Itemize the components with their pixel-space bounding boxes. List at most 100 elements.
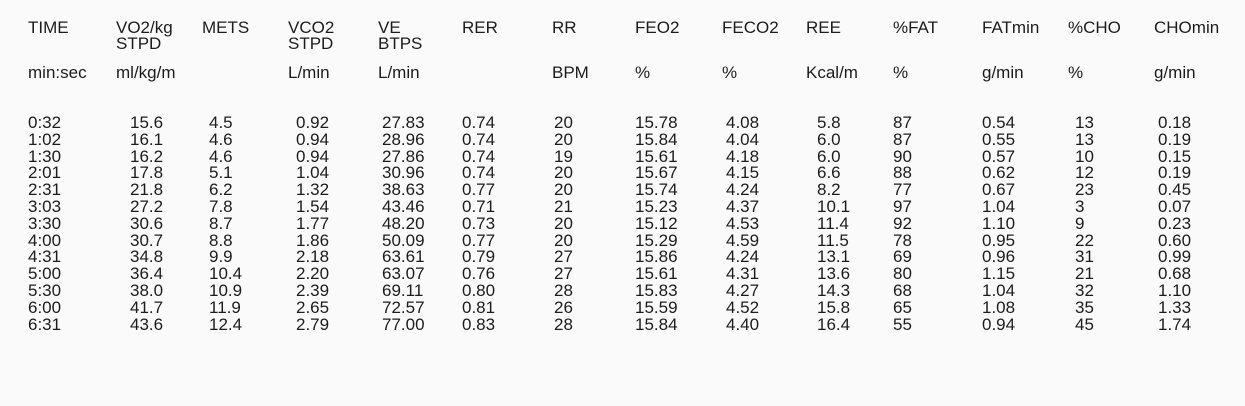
col-header-feo2: FEO2 [635, 18, 680, 37]
table-cell: 9 [1075, 213, 1085, 233]
table-cell: 4.52 [726, 297, 760, 317]
col-unit: ml/kg/m [116, 63, 176, 82]
table-cell: 11.4 [817, 213, 849, 233]
table-cell: 0.19 [1158, 129, 1192, 149]
table-cell: 4.53 [726, 213, 760, 233]
table-cell: 28 [554, 281, 573, 300]
table-cell: 21 [1075, 264, 1094, 284]
col-header-name: %CHO [1068, 18, 1121, 37]
table-row: 0:32 15.6 4.5 0.92 27.83 0.74 20 15.78 4.08 5.8 87… [0, 114, 1245, 131]
table-cell: 17.8 [130, 163, 164, 183]
table-cell: 15.67 [635, 163, 678, 183]
table-cell: 15.84 [635, 129, 678, 149]
table-cell: 15.86 [635, 247, 678, 267]
table-cell: 28.96 [382, 129, 425, 149]
table-cell: 4.24 [726, 180, 760, 200]
col-unit: L/min [378, 63, 420, 82]
col-header-name: VO2/kg [116, 18, 173, 37]
col-header-chomin: CHOmin [1154, 18, 1220, 37]
table-cell: 4.6 [209, 129, 233, 149]
table-cell: 45 [1075, 314, 1094, 334]
table-cell: 8.8 [209, 230, 233, 250]
table-cell: 1.04 [982, 197, 1016, 216]
table-cell: 9.9 [209, 247, 233, 267]
table-cell: 3:03 [28, 197, 62, 216]
table-cell: 1.32 [296, 180, 330, 200]
col-header-feco2: FECO2 [722, 19, 779, 36]
table-cell: 68 [893, 281, 912, 300]
table-row: 5:30 38.0 10.9 2.39 69.11 0.80 28 15.83 4.27 14.3… [0, 282, 1245, 299]
table-cell: 0:32 [28, 113, 62, 132]
table-cell: 0.71 [462, 197, 496, 216]
table-cell: 43.46 [382, 197, 425, 216]
col-header-name: FATmin [982, 18, 1040, 37]
table-row: 1:02 16.1 4.6 0.94 28.96 0.74 20 15.84 4.04 6.0 87… [0, 131, 1245, 148]
table-cell: 2.18 [296, 247, 330, 267]
table-cell: 0.55 [982, 129, 1016, 149]
table-cell: 27.86 [382, 146, 425, 166]
table-cell: 16.4 [817, 314, 851, 334]
table-cell: 13 [1075, 129, 1094, 149]
col-header-rer: RER [462, 19, 498, 36]
table-cell: 6:00 [28, 297, 62, 317]
table-cell: 27.83 [382, 113, 425, 132]
table-cell: 13.1 [817, 247, 851, 267]
table-cell: 1.77 [296, 213, 330, 233]
table-cell: 36.4 [130, 264, 164, 284]
table-cell: 7.8 [209, 197, 233, 216]
table-cell: 15.23 [635, 197, 678, 216]
table-row: 3:30 30.6 8.7 1.77 48.20 0.73 20 15.12 4.53 11.4 9… [0, 215, 1245, 232]
table-row: 2:01 17.8 5.1 1.04 30.96 0.74 20 15.67 4.15 6.6 88… [0, 164, 1245, 181]
col-header-name: %FAT [893, 18, 939, 37]
col-unit: % [1068, 63, 1084, 82]
col-header-name: FEO2 [635, 18, 680, 37]
table-cell: 6:31 [28, 314, 62, 334]
table-cell: 13.6 [817, 264, 851, 284]
table-cell: 4.04 [726, 129, 760, 149]
col-unit: BPM [552, 63, 589, 82]
col-unit: g/min [1154, 63, 1196, 82]
table-cell: 92 [893, 213, 912, 233]
table-cell: 15.61 [635, 146, 678, 166]
table-cell: 30.7 [130, 230, 164, 250]
col-header-name: RR [552, 18, 577, 37]
table-cell: 20 [554, 230, 573, 250]
table-cell: 10.1 [817, 197, 851, 216]
col-header-ree: REE [806, 19, 841, 36]
table-cell: 20 [554, 180, 573, 200]
table-cell: 10 [1075, 146, 1094, 166]
table-cell: 4.08 [726, 113, 760, 132]
table-cell: 0.94 [296, 129, 330, 149]
table-cell: 4.40 [726, 314, 760, 334]
table-cell: 30.6 [130, 213, 164, 233]
table-row: 6:31 43.6 12.4 2.79 77.00 0.83 28 15.84 4.40 16.4… [0, 316, 1245, 333]
table-cell: 77.00 [382, 314, 425, 334]
table-cell: 15.8 [817, 297, 851, 317]
table-cell: 15.84 [635, 314, 678, 334]
table-cell: 8.7 [209, 213, 233, 233]
table-cell: 21 [554, 197, 573, 216]
table-cell: 88 [893, 163, 912, 183]
table-cell: 10.9 [209, 281, 243, 300]
table-cell: 1.10 [982, 213, 1016, 233]
table-cell: 4.24 [726, 247, 760, 267]
table-cell: 4:00 [28, 230, 62, 250]
table-cell: 97 [893, 197, 912, 216]
table-cell: 4.59 [726, 230, 760, 250]
col-header-name: CHOmin [1154, 18, 1220, 37]
table-cell: 1.04 [296, 163, 330, 183]
col-header-pct-fat: %FAT [893, 18, 939, 37]
table-row: 4:31 34.8 9.9 2.18 63.61 0.79 27 15.86 4.24 13.1 6… [0, 248, 1245, 265]
table-cell: 11.9 [209, 297, 241, 317]
table-cell: 2.65 [296, 297, 330, 317]
table-cell: 30.96 [382, 163, 425, 183]
col-header-time: TIME [28, 19, 69, 36]
table-cell: 80 [893, 264, 912, 284]
table-cell: 6.2 [209, 180, 233, 200]
col-header-sub: BTPS [378, 34, 423, 53]
table-cell: 3:30 [28, 213, 62, 233]
table-cell: 14.3 [817, 281, 851, 300]
table-row: 1:30 16.2 4.6 0.94 27.86 0.74 19 15.61 4.18 6.0 90… [0, 148, 1245, 165]
table-cell: 6.0 [817, 129, 841, 149]
